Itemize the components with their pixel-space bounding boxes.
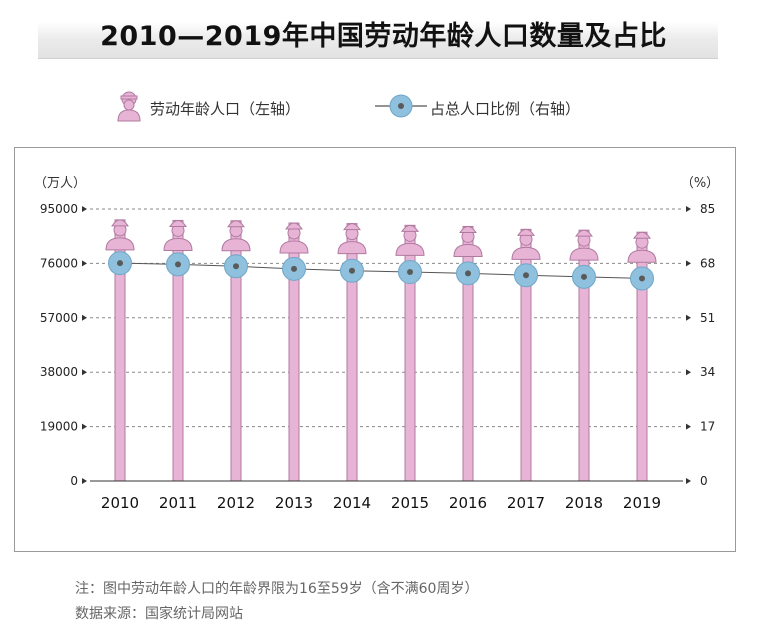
worker-figure (163, 219, 193, 251)
left-tick-arrow (82, 206, 87, 212)
worker-helmet (227, 220, 245, 228)
worker-body (627, 249, 657, 263)
worker-helmet (285, 222, 303, 230)
left-tick-arrow (82, 423, 87, 430)
ratio-marker-dot (581, 273, 587, 280)
worker-helmet (575, 229, 593, 237)
right-tick-arrow (686, 369, 691, 376)
title-background (38, 22, 718, 58)
line-marker-legend-icon (375, 94, 427, 118)
worker-body (337, 241, 367, 255)
right-tick-label: 0 (700, 474, 708, 488)
worker-figure (337, 223, 367, 255)
worker-body (221, 238, 251, 252)
left-tick-arrow (82, 478, 87, 484)
ratio-marker-dot (233, 263, 239, 270)
worker-helmet (111, 219, 129, 227)
left-tick-arrow (82, 314, 87, 321)
left-tick-arrow (82, 260, 87, 267)
legend: 劳动年龄人口（左轴） 占总人口比例（右轴） (0, 90, 767, 124)
right-axis-unit: （%） (681, 176, 719, 191)
x-tick-label: 2018 (565, 494, 603, 512)
left-tick-label: 76000 (40, 256, 78, 270)
x-tick-label: 2010 (101, 494, 139, 512)
worker-figure (511, 228, 541, 260)
left-tick-label: 19000 (40, 420, 78, 434)
left-tick-label: 95000 (40, 202, 78, 216)
ratio-marker-dot (175, 261, 181, 268)
worker-figure (395, 224, 425, 256)
worker-body (569, 247, 599, 261)
ratio-line (119, 262, 643, 279)
worker-figure (569, 229, 599, 261)
legend-label-population: 劳动年龄人口（左轴） (150, 100, 301, 118)
worker-figure (221, 220, 251, 252)
x-tick-label: 2015 (391, 494, 429, 512)
worker-legend-icon (117, 91, 141, 122)
left-tick-label: 0 (70, 474, 78, 488)
worker-helmet (459, 225, 477, 233)
worker-body (511, 246, 541, 260)
ratio-marker-dot (407, 269, 413, 276)
x-tick-label: 2011 (159, 494, 197, 512)
legend-label-ratio: 占总人口比例（右轴） (430, 100, 581, 118)
right-tick-label: 51 (700, 311, 715, 325)
left-tick-arrow (82, 369, 87, 376)
x-tick-label: 2017 (507, 494, 545, 512)
right-tick-label: 34 (700, 365, 715, 379)
left-tick-label: 38000 (40, 365, 78, 379)
ratio-marker-dot (349, 267, 355, 274)
left-axis-unit: （万人） (34, 176, 86, 191)
title-divider (38, 58, 718, 59)
worker-figure (627, 231, 657, 263)
ratio-marker-dot (639, 275, 645, 282)
worker-body (395, 242, 425, 256)
plot-frame (14, 147, 736, 552)
worker-figure (279, 222, 309, 254)
ratio-marker-dot (465, 270, 471, 277)
worker-helmet (633, 231, 651, 239)
right-tick-label: 85 (700, 202, 715, 216)
worker-figure (105, 219, 135, 251)
worker-body (105, 237, 135, 251)
left-tick-label: 57000 (40, 311, 78, 325)
ratio-marker-dot (117, 260, 123, 267)
right-tick-arrow (686, 423, 691, 430)
ratio-marker-dot (291, 265, 297, 272)
x-tick-label: 2012 (217, 494, 255, 512)
x-tick-label: 2016 (449, 494, 487, 512)
footnote: 注：图中劳动年龄人口的年龄界限为16至59岁（含不满60周岁） (75, 581, 479, 597)
right-tick-arrow (686, 314, 691, 321)
worker-helmet (169, 219, 187, 227)
x-tick-label: 2019 (623, 494, 661, 512)
worker-figure (453, 225, 483, 257)
worker-helmet (401, 224, 419, 232)
right-tick-arrow (686, 478, 691, 484)
right-tick-arrow (686, 260, 691, 267)
right-tick-label: 17 (700, 420, 715, 434)
worker-body (279, 240, 309, 254)
worker-helmet (517, 228, 535, 236)
ratio-marker-dot (523, 272, 529, 279)
worker-helmet (343, 223, 361, 231)
x-tick-label: 2014 (333, 494, 371, 512)
right-tick-label: 68 (700, 256, 715, 270)
right-tick-arrow (686, 206, 691, 212)
worker-body (453, 243, 483, 257)
data-source: 数据来源：国家统计局网站 (75, 606, 243, 622)
worker-body (163, 237, 193, 251)
x-tick-label: 2013 (275, 494, 313, 512)
legend-icons (117, 91, 427, 122)
chart-title: 2010—2019年中国劳动年龄人口数量及占比 (100, 21, 667, 52)
